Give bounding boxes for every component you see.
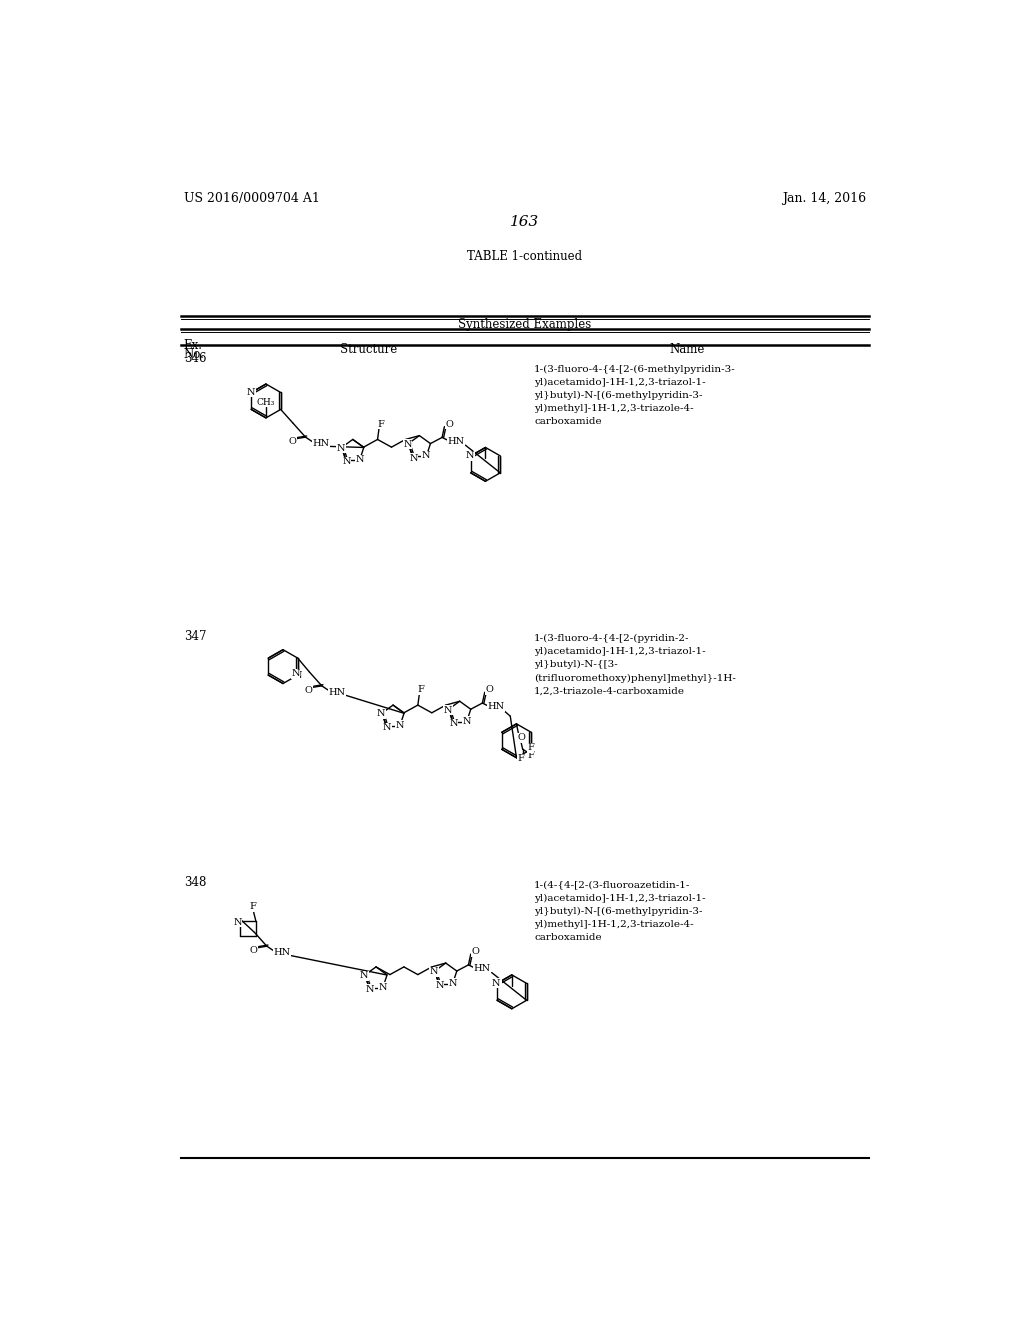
Text: N: N: [294, 671, 302, 680]
Text: N: N: [449, 978, 457, 987]
Text: N: N: [359, 972, 369, 981]
Text: N: N: [247, 388, 255, 397]
Text: N: N: [377, 709, 385, 718]
Text: N: N: [355, 455, 364, 465]
Text: N: N: [493, 979, 502, 987]
Text: N: N: [337, 444, 345, 453]
Text: HN: HN: [474, 964, 490, 973]
Text: O: O: [289, 437, 296, 446]
Text: HN: HN: [447, 437, 465, 446]
Text: N: N: [342, 458, 351, 466]
Text: No.: No.: [183, 348, 205, 360]
Text: N: N: [466, 451, 474, 461]
Text: F: F: [418, 685, 424, 694]
Text: 1-(4-{4-[2-(3-fluoroazetidin-1-
yl)acetamido]-1H-1,2,3-triazol-1-
yl}butyl)-N-[(: 1-(4-{4-[2-(3-fluoroazetidin-1- yl)aceta…: [535, 880, 706, 941]
Text: HN: HN: [273, 948, 291, 957]
Text: O: O: [305, 686, 312, 694]
Text: F: F: [527, 751, 534, 760]
Text: F: F: [377, 420, 384, 429]
Text: N: N: [366, 985, 374, 994]
Text: 347: 347: [183, 630, 206, 643]
Text: 163: 163: [510, 215, 540, 228]
Text: N: N: [379, 982, 387, 991]
Text: 346: 346: [183, 352, 206, 366]
Text: N: N: [430, 968, 438, 977]
Text: O: O: [485, 685, 494, 694]
Text: TABLE 1-continued: TABLE 1-continued: [467, 251, 583, 264]
Text: N: N: [443, 705, 453, 714]
Text: N: N: [410, 454, 418, 462]
Text: HN: HN: [487, 702, 505, 711]
Text: 1-(3-fluoro-4-{4-[2-(6-methylpyridin-3-
yl)acetamido]-1H-1,2,3-triazol-1-
yl}but: 1-(3-fluoro-4-{4-[2-(6-methylpyridin-3- …: [535, 364, 736, 426]
Text: N: N: [462, 717, 471, 726]
Text: O: O: [250, 946, 258, 956]
Text: Jan. 14, 2016: Jan. 14, 2016: [781, 191, 866, 205]
Text: Ex.: Ex.: [183, 339, 203, 351]
Text: N: N: [246, 388, 255, 397]
Text: N: N: [383, 723, 391, 733]
Text: F: F: [518, 754, 524, 763]
Text: US 2016/0009704 A1: US 2016/0009704 A1: [183, 191, 319, 205]
Text: N: N: [493, 979, 501, 987]
Text: HN: HN: [329, 688, 346, 697]
Text: 1-(3-fluoro-4-{4-[2-(pyridin-2-
yl)acetamido]-1H-1,2,3-triazol-1-
yl}butyl)-N-{[: 1-(3-fluoro-4-{4-[2-(pyridin-2- yl)aceta…: [535, 635, 736, 696]
Text: N: N: [233, 917, 242, 927]
Text: F: F: [249, 903, 256, 911]
Text: Synthesized Examples: Synthesized Examples: [458, 318, 592, 331]
Text: N: N: [403, 440, 412, 449]
Text: N: N: [450, 719, 458, 729]
Text: Name: Name: [669, 343, 705, 356]
Text: N: N: [422, 451, 430, 461]
Text: Structure: Structure: [340, 343, 397, 356]
Text: N: N: [291, 669, 300, 678]
Text: O: O: [518, 733, 526, 742]
Text: O: O: [445, 420, 453, 429]
Text: N: N: [395, 721, 404, 730]
Text: O: O: [471, 948, 479, 956]
Text: N: N: [467, 451, 475, 461]
Text: F: F: [527, 743, 534, 752]
Text: 348: 348: [183, 876, 206, 890]
Text: HN: HN: [312, 438, 330, 447]
Text: CH₃: CH₃: [257, 399, 275, 407]
Text: N: N: [435, 981, 444, 990]
